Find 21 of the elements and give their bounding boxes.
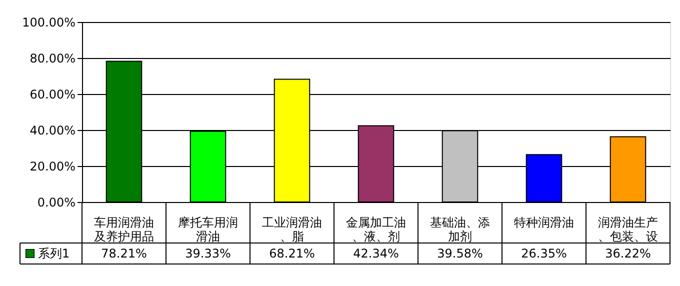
x-tick-label: 金属加工油、液、剂 [346, 216, 406, 244]
data-label: 26.35% [521, 246, 567, 260]
data-label: 78.21% [101, 246, 147, 260]
y-tick-label: 100.00% [22, 16, 76, 30]
x-tick-label: 工业润滑油、脂 [262, 216, 322, 244]
x-tick-label: 润滑油生产、包装、设 [598, 216, 658, 244]
x-tick-label: 基础油、添加剂 [430, 216, 490, 244]
y-tick-label: 80.00% [30, 52, 76, 66]
legend-label: 系列1 [38, 246, 70, 260]
data-label: 39.58% [437, 246, 483, 260]
y-tick-label: 40.00% [30, 124, 76, 138]
data-label: 68.21% [269, 246, 315, 260]
data-label: 42.34% [353, 246, 399, 260]
y-tick-label: 60.00% [30, 88, 76, 102]
x-tick-label: 摩托车用润滑油 [178, 216, 238, 244]
x-tick-label: 特种润滑油 [514, 216, 574, 230]
data-label: 36.22% [605, 246, 651, 260]
y-tick-label: 20.00% [30, 160, 76, 174]
data-label: 39.33% [185, 246, 231, 260]
x-tick-label: 车用润滑油及养护用品 [94, 216, 154, 244]
y-tick-label: 0.00% [37, 196, 76, 210]
